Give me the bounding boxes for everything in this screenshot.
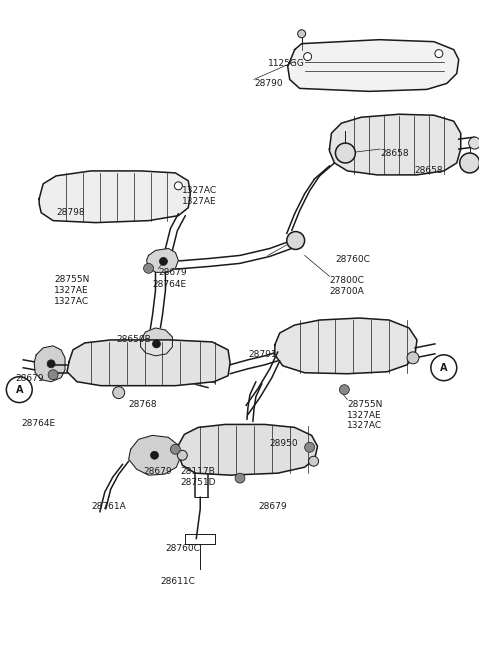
Text: 28950: 28950 bbox=[270, 440, 299, 448]
Circle shape bbox=[304, 52, 312, 60]
Text: 1327AC: 1327AC bbox=[182, 186, 217, 195]
Circle shape bbox=[435, 50, 443, 58]
Text: 28768: 28768 bbox=[129, 400, 157, 409]
Circle shape bbox=[178, 450, 187, 461]
Circle shape bbox=[48, 370, 58, 380]
Text: 27800C: 27800C bbox=[329, 276, 364, 285]
Text: A: A bbox=[15, 384, 23, 395]
Text: 1327AE: 1327AE bbox=[54, 286, 89, 295]
Text: 28658: 28658 bbox=[380, 149, 409, 158]
Text: 28761A: 28761A bbox=[91, 502, 126, 511]
Text: 28755N: 28755N bbox=[348, 400, 383, 409]
Text: 28679: 28679 bbox=[158, 268, 187, 277]
Circle shape bbox=[6, 377, 32, 403]
Polygon shape bbox=[288, 39, 459, 91]
Circle shape bbox=[309, 457, 319, 466]
Text: 28611C: 28611C bbox=[160, 577, 195, 586]
Text: 28791: 28791 bbox=[248, 350, 276, 359]
Circle shape bbox=[431, 355, 457, 380]
Text: 28679: 28679 bbox=[144, 467, 172, 476]
Text: 28760C: 28760C bbox=[166, 544, 200, 553]
Text: 28798: 28798 bbox=[56, 208, 84, 216]
Text: 28790: 28790 bbox=[254, 79, 283, 89]
Circle shape bbox=[159, 257, 168, 266]
Circle shape bbox=[336, 143, 355, 163]
Circle shape bbox=[460, 153, 480, 173]
Circle shape bbox=[235, 473, 245, 483]
Circle shape bbox=[287, 232, 305, 249]
Text: 28679: 28679 bbox=[258, 502, 287, 511]
Circle shape bbox=[144, 263, 154, 274]
Text: 28700A: 28700A bbox=[329, 287, 364, 297]
Polygon shape bbox=[179, 424, 318, 475]
Text: 1327AE: 1327AE bbox=[348, 411, 382, 420]
Circle shape bbox=[339, 384, 349, 395]
Polygon shape bbox=[67, 340, 230, 386]
Circle shape bbox=[113, 386, 125, 399]
Circle shape bbox=[151, 451, 158, 459]
Text: 1327AC: 1327AC bbox=[54, 297, 89, 306]
Text: 28764E: 28764E bbox=[153, 280, 187, 289]
Polygon shape bbox=[141, 328, 172, 356]
Circle shape bbox=[153, 340, 160, 348]
Text: A: A bbox=[440, 363, 447, 373]
Text: 28751D: 28751D bbox=[180, 478, 216, 487]
Polygon shape bbox=[146, 249, 179, 272]
Circle shape bbox=[407, 352, 419, 364]
Circle shape bbox=[174, 182, 182, 190]
Text: 28679: 28679 bbox=[15, 374, 44, 382]
Text: 28658: 28658 bbox=[414, 166, 443, 175]
Text: 1327AE: 1327AE bbox=[182, 197, 217, 206]
Text: 28650B: 28650B bbox=[117, 335, 152, 344]
Text: 28760C: 28760C bbox=[336, 255, 370, 264]
Text: 1125GG: 1125GG bbox=[268, 58, 305, 68]
Circle shape bbox=[47, 359, 55, 368]
Text: 1327AC: 1327AC bbox=[348, 421, 383, 430]
Circle shape bbox=[305, 442, 314, 452]
Polygon shape bbox=[275, 318, 417, 374]
Text: 28764E: 28764E bbox=[21, 419, 55, 428]
Text: 28117B: 28117B bbox=[180, 467, 215, 476]
Circle shape bbox=[170, 444, 180, 454]
Polygon shape bbox=[34, 346, 65, 382]
Text: 28755N: 28755N bbox=[54, 276, 89, 284]
Circle shape bbox=[298, 30, 306, 37]
Polygon shape bbox=[129, 436, 180, 475]
Polygon shape bbox=[329, 114, 461, 175]
Circle shape bbox=[468, 137, 480, 149]
Polygon shape bbox=[39, 171, 190, 222]
